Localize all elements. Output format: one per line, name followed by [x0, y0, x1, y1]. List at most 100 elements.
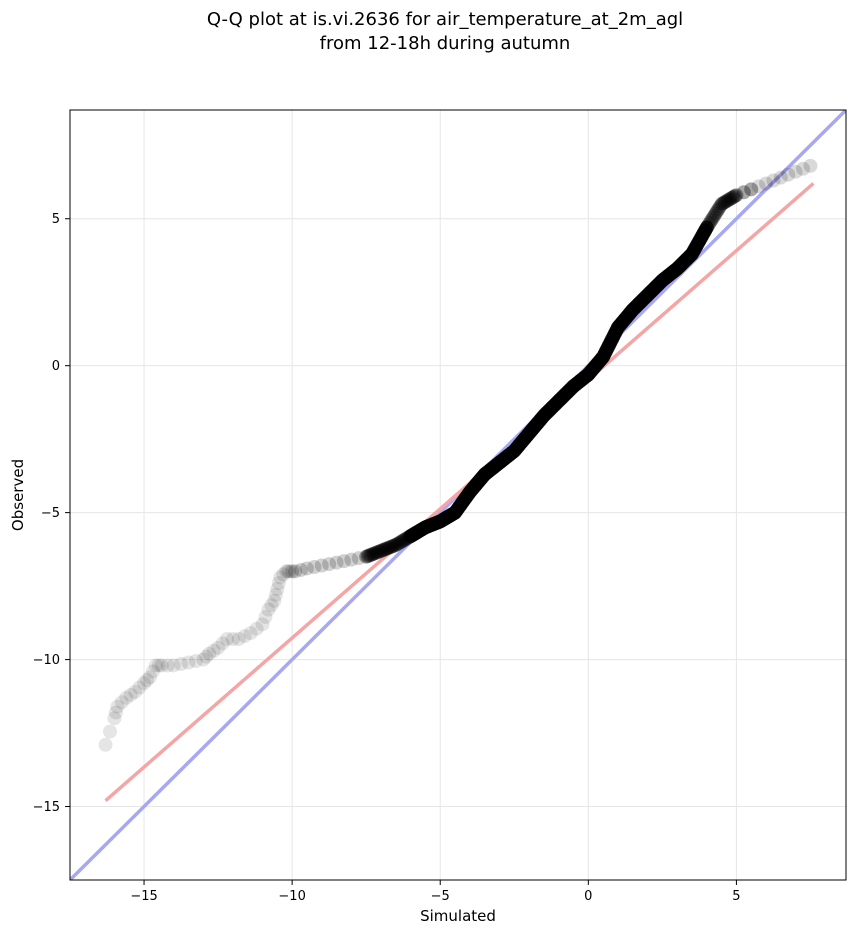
quantile-points	[98, 158, 818, 752]
qq-point	[237, 629, 252, 644]
qq-point	[181, 655, 196, 670]
qq-point	[796, 161, 811, 176]
qq-point	[751, 179, 766, 194]
axis-ticks: −15 −10 −5 0 5 −15 −10 −5 0 5	[33, 212, 741, 904]
qq-point	[145, 664, 160, 679]
qq-point	[744, 182, 759, 197]
qq-point	[362, 548, 377, 563]
qq-point	[160, 658, 175, 673]
qq-point	[215, 636, 230, 651]
qq-point	[188, 654, 203, 669]
qq-point	[368, 546, 383, 561]
qq-point	[119, 690, 134, 705]
qq-point	[151, 658, 166, 673]
qq-point	[279, 564, 294, 579]
y-tick-label: 5	[52, 212, 60, 227]
qq-point	[711, 201, 726, 216]
qq-point	[359, 549, 374, 564]
qq-point	[255, 617, 270, 632]
qq-point	[280, 564, 295, 579]
qq-point	[788, 164, 803, 179]
qq-point	[719, 194, 734, 209]
qq-point	[363, 547, 378, 562]
qq-point	[388, 537, 403, 552]
qq-point	[314, 558, 329, 573]
qq-point	[701, 218, 716, 233]
qq-point	[148, 658, 163, 673]
qq-point	[271, 576, 286, 591]
qq-point	[381, 540, 396, 555]
qq-point	[128, 684, 143, 699]
x-axis-label: Simulated	[420, 907, 496, 925]
x-tick-label: −15	[130, 889, 157, 904]
qq-point	[375, 543, 390, 558]
qq-point	[154, 658, 169, 673]
qq-point	[722, 192, 737, 207]
qq-point	[102, 724, 117, 739]
qq-point	[382, 540, 397, 555]
qq-point	[307, 560, 322, 575]
qq-point	[132, 680, 147, 695]
qq-point	[379, 541, 394, 556]
qq-point	[174, 656, 189, 671]
qq-point	[110, 699, 125, 714]
qq-point	[231, 632, 246, 647]
qq-point	[202, 646, 217, 661]
qq-point	[385, 539, 400, 554]
grid	[70, 110, 846, 880]
qq-point	[378, 542, 393, 557]
y-axis-label: Observed	[9, 459, 27, 531]
qq-point	[360, 549, 375, 564]
qq-point	[322, 557, 337, 572]
qq-point	[114, 695, 129, 710]
y-tick-label: −5	[41, 506, 60, 521]
qq-point	[258, 609, 273, 624]
qq-point	[366, 546, 381, 561]
qq-point	[270, 582, 285, 597]
qq-point	[142, 670, 157, 685]
qq-point	[137, 676, 152, 691]
qq-point	[391, 536, 406, 551]
qq-point	[344, 552, 359, 567]
qq-point	[276, 567, 291, 582]
chart-title: Q-Q plot at is.vi.2636 for air_temperatu…	[0, 8, 854, 56]
y-tick-label: 0	[52, 359, 60, 374]
qq-point	[702, 215, 717, 230]
qq-point	[724, 190, 739, 205]
qq-point	[723, 191, 738, 206]
x-tick-label: −5	[431, 889, 450, 904]
qq-point	[268, 587, 283, 602]
qq-point	[708, 206, 723, 221]
qq-point	[249, 621, 264, 636]
qq-point	[211, 640, 226, 655]
qq-point	[384, 539, 399, 554]
x-tick-label: −10	[278, 889, 305, 904]
qq-point	[393, 535, 408, 550]
qq-point	[273, 570, 288, 585]
qq-point	[299, 561, 314, 576]
qq-point	[716, 196, 731, 211]
qq-point	[329, 555, 344, 570]
qq-point	[371, 545, 386, 560]
qq-point	[727, 189, 742, 204]
x-tick-label: 0	[584, 889, 592, 904]
qq-point	[108, 705, 123, 720]
reference-lines	[70, 110, 846, 880]
qq-point	[123, 687, 138, 702]
qq-point	[387, 538, 402, 553]
qq-point	[196, 652, 211, 667]
qq-point	[225, 632, 240, 647]
qq-point	[199, 649, 214, 664]
qq-point	[699, 220, 714, 235]
qq-point	[267, 593, 282, 608]
qq-point	[773, 170, 788, 185]
qq-point	[206, 643, 221, 658]
chart-title-line-1: Q-Q plot at is.vi.2636 for air_temperatu…	[206, 9, 684, 30]
qq-point	[107, 711, 122, 726]
y-tick-label: −15	[33, 800, 60, 815]
qq-point	[759, 176, 774, 191]
y-tick-label: −10	[33, 653, 60, 668]
plot-frame	[69, 109, 847, 881]
qq-point	[264, 598, 279, 613]
